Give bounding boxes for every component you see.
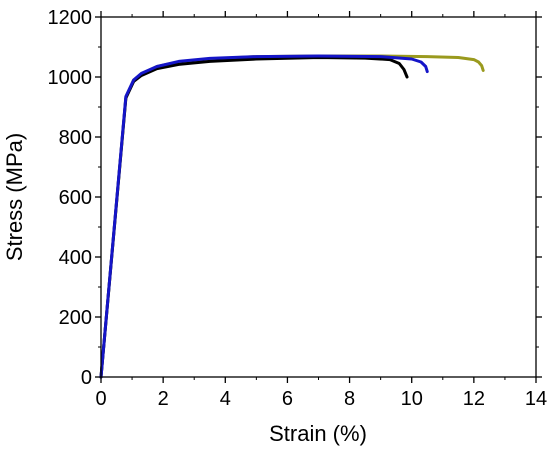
x-tick-label: 4 [220,388,231,410]
y-tick-label: 0 [81,367,92,389]
axes-layer: 0 2 4 6 8 10 12 14 0 200 400 600 800 1000 1200 [48,7,548,410]
series-line-2 [99,56,409,379]
y-tick-label: 1200 [48,7,93,29]
x-tick-label: 8 [344,388,355,410]
x-tick-label: 10 [401,388,423,410]
x-tick-label: 2 [158,388,169,410]
y-tick-label: 600 [59,187,92,209]
x-tick-label: 14 [525,388,547,410]
series-line-1 [99,54,485,379]
x-axis-title: Strain (%) [269,421,367,446]
x-tick-label: 6 [282,388,293,410]
x-tick-label: 12 [463,388,485,410]
y-axis-title: Stress (MPa) [2,133,27,261]
plot-frame [100,16,537,378]
y-tick-label: 200 [59,307,92,329]
series-line-3 [99,54,429,379]
y-tick-label: 400 [59,247,92,269]
series-layer [99,54,485,379]
y-tick-label: 1000 [48,67,93,89]
y-tick-label: 800 [59,127,92,149]
x-tick-label: 0 [95,388,106,410]
